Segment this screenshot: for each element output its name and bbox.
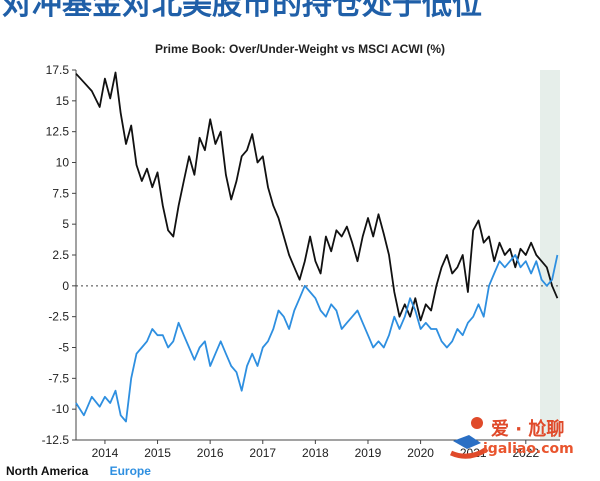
headline-text: 对冲基金对北美股市的持仓处于低位: [2, 0, 482, 22]
y-tick-label: -12.5: [42, 433, 70, 447]
y-tick-label: -5: [58, 341, 69, 355]
y-tick-label: 5: [62, 217, 69, 231]
legend-north-america: North America: [6, 464, 89, 478]
x-tick-label: 2017: [249, 446, 276, 460]
runner-logo-icon: [449, 417, 489, 459]
y-tick-label: -2.5: [48, 310, 69, 324]
watermark-brand: 爱 · 尬聊: [491, 419, 565, 440]
y-tick-label: -10: [52, 402, 70, 416]
headline: 对冲基金对北美股市的持仓处于低位: [2, 0, 598, 23]
y-tick-label: 2.5: [52, 248, 69, 262]
legend: North America Europe: [6, 464, 151, 478]
y-tick-label: 0: [62, 279, 69, 293]
x-tick-label: 2022: [512, 446, 539, 460]
series-line-north-america: [75, 71, 559, 322]
watermark: 爱 · 尬聊 igaliao.com: [447, 413, 597, 465]
x-tick-label: 2015: [144, 446, 171, 460]
highlight-band: [540, 70, 560, 440]
y-tick-label: -7.5: [48, 371, 69, 385]
y-tick-label: 7.5: [52, 186, 69, 200]
x-tick-label: 2020: [407, 446, 434, 460]
x-tick-label: 2016: [197, 446, 224, 460]
x-tick-label: 2019: [355, 446, 382, 460]
x-tick-label: 2014: [92, 446, 119, 460]
legend-europe: Europe: [109, 464, 151, 478]
x-tick-label: 2018: [302, 446, 329, 460]
chart-title: Prime Book: Over/Under-Weight vs MSCI AC…: [154, 42, 446, 56]
y-tick-label: 12.5: [46, 125, 70, 139]
y-tick-label: 15: [56, 94, 70, 108]
watermark-url: igaliao.com: [483, 441, 574, 457]
y-tick-label: 17.5: [46, 63, 70, 77]
series-line-europe: [75, 254, 559, 423]
y-tick-label: 10: [56, 156, 70, 170]
